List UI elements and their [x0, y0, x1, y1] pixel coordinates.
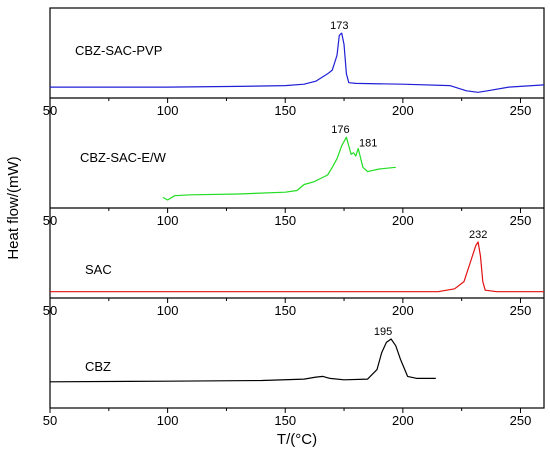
x-tick-label-cbz-sac-pvp-250: 250	[510, 103, 532, 118]
x-tick-label-cbz-sac-e-w-50: 50	[43, 213, 57, 228]
x-tick-label-cbz-sac-pvp-50: 50	[43, 103, 57, 118]
x-tick-label-cbz-100: 100	[157, 413, 179, 428]
series-label-cbz: CBZ	[85, 359, 111, 374]
x-tick-label-cbz-sac-e-w-200: 200	[392, 213, 414, 228]
x-tick-label-sac-250: 250	[510, 303, 532, 318]
x-tick-label-cbz-sac-pvp-200: 200	[392, 103, 414, 118]
x-tick-label-cbz-200: 200	[392, 413, 414, 428]
x-tick-label-cbz-150: 150	[274, 413, 296, 428]
x-tick-label-cbz-sac-e-w-150: 150	[274, 213, 296, 228]
y-axis-title: Heat flow/(mW)	[5, 156, 22, 259]
panels-group: CBZ-SAC-PVP 173 50 100 150 200 250 CBZ-SAC-E/W 1…	[43, 20, 545, 428]
x-tick-label-cbz-sac-e-w-100: 100	[157, 213, 179, 228]
series-line-cbz-sac-e-w	[162, 136, 396, 201]
peak-label-cbz-sac-e-w-181: 181	[359, 137, 377, 149]
series-label-cbz-sac-pvp: CBZ-SAC-PVP	[75, 43, 162, 58]
series-line-sac	[50, 241, 544, 293]
series-line-cbz-sac-pvp	[50, 32, 545, 93]
x-axis-title: T/(°C)	[277, 431, 317, 448]
x-tick-label-cbz-50: 50	[43, 413, 57, 428]
peak-label-cbz-195: 195	[374, 326, 392, 338]
series-label-sac: SAC	[85, 262, 112, 277]
series-line-cbz	[49, 338, 436, 383]
x-tick-label-sac-150: 150	[274, 303, 296, 318]
x-tick-label-sac-200: 200	[392, 303, 414, 318]
x-tick-label-cbz-250: 250	[510, 413, 532, 428]
peak-label-cbz-sac-pvp-173: 173	[330, 20, 348, 32]
x-tick-label-sac-100: 100	[157, 303, 179, 318]
x-tick-label-cbz-sac-e-w-250: 250	[510, 213, 532, 228]
series-label-cbz-sac-e-w: CBZ-SAC-E/W	[80, 150, 167, 165]
x-tick-label-sac-50: 50	[43, 303, 57, 318]
x-tick-label-cbz-sac-pvp-150: 150	[274, 103, 296, 118]
x-tick-label-cbz-sac-pvp-100: 100	[157, 103, 179, 118]
peak-label-cbz-sac-e-w-176: 176	[331, 124, 349, 136]
peak-label-sac-232: 232	[469, 229, 487, 241]
